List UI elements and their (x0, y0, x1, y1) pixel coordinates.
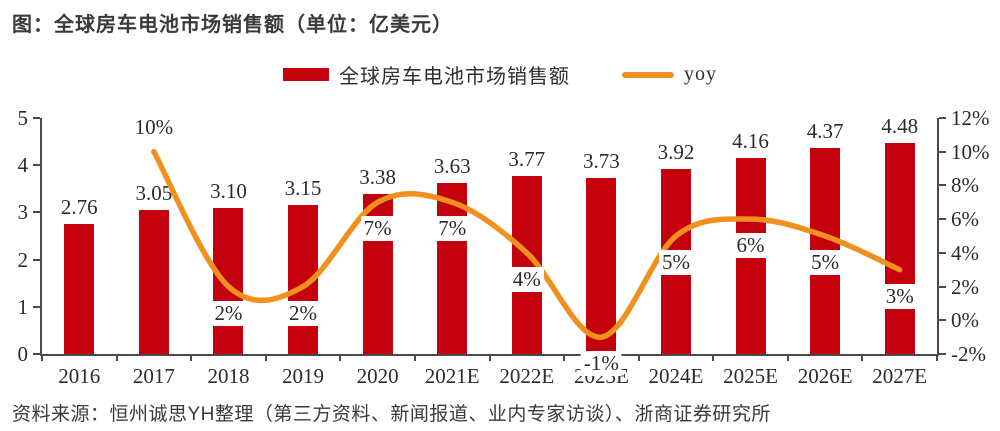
x-axis-tick (115, 354, 118, 361)
y-axis-left-line (40, 118, 42, 356)
legend-label-sales: 全球房车电池市场销售额 (339, 66, 570, 88)
yoy-point-label: 10% (131, 114, 177, 140)
legend-label-yoy: yoy (684, 63, 717, 85)
y-axis-right-tick (939, 285, 946, 288)
x-axis-tick (488, 354, 491, 361)
x-axis-label: 2022E (499, 364, 555, 388)
y-axis-tick-label-left: 1 (17, 294, 29, 319)
x-axis-label: 2018 (207, 364, 250, 388)
y-axis-tick-label-right: 6% (951, 207, 979, 232)
chart-title: 图：全球房车电池市场销售额（单位：亿美元） (12, 14, 453, 36)
bar-value-label: 4.48 (881, 113, 919, 138)
bar (213, 207, 244, 354)
x-axis-tick (786, 354, 789, 361)
x-axis-label: 2024E (648, 364, 704, 388)
bar (884, 142, 915, 354)
x-axis-tick (563, 354, 566, 361)
y-axis-left-tick (33, 305, 40, 308)
bar-series-swatch (283, 68, 329, 81)
bar (138, 210, 169, 354)
bar-value-label: 3.77 (508, 147, 546, 172)
x-axis-label: 2017 (132, 364, 175, 388)
y-axis-tick-label-right: 12% (951, 106, 990, 130)
bar-value-label: 3.15 (284, 176, 322, 201)
line-series-swatch (622, 71, 674, 78)
x-axis-tick (190, 354, 193, 361)
y-axis-tick-label-right: 0% (951, 308, 979, 333)
x-axis-tick (339, 354, 342, 361)
y-axis-right-tick (939, 117, 946, 119)
bar-value-label: 3.10 (210, 178, 247, 203)
yoy-point-label: 7% (360, 216, 395, 242)
x-axis-tick (861, 354, 864, 361)
x-axis-label: 2019 (282, 364, 325, 388)
bar (437, 182, 468, 354)
bar-value-label: 3.63 (433, 153, 471, 178)
yoy-point-label: 5% (808, 250, 843, 275)
x-axis-tick (712, 354, 715, 361)
bar (288, 205, 319, 354)
y-axis-tick-label-right: 10% (951, 139, 990, 164)
legend-item-sales: 全球房车电池市场销售额 (283, 60, 570, 89)
legend-item-yoy: yoy (622, 63, 717, 86)
yoy-point-label: 7% (435, 216, 470, 242)
x-axis-tick (637, 354, 640, 361)
y-axis-tick-label-right: 4% (951, 240, 979, 265)
x-axis-label: 2020 (356, 364, 399, 388)
source-note: 资料来源：恒州诚思YH整理（第三方资料、新闻报道、业内专家访谈）、浙商证券研究所 (12, 404, 771, 425)
yoy-point-label: 4% (509, 266, 544, 292)
y-axis-left-tick (33, 117, 40, 119)
y-axis-tick-label-right: -2% (951, 342, 986, 366)
bar (586, 177, 617, 354)
y-axis-left-tick (33, 258, 40, 261)
y-axis-right-tick (939, 150, 946, 153)
bar-value-label: 3.05 (135, 181, 173, 206)
x-axis-tick (41, 354, 43, 361)
x-axis-label: 2025E (723, 364, 778, 388)
y-axis-right-line (937, 118, 939, 356)
bar-value-label: 4.37 (806, 118, 844, 143)
y-axis-left-tick (33, 211, 40, 214)
x-axis-tick (936, 354, 938, 361)
bar-value-label: 3.38 (359, 165, 396, 190)
y-axis-tick-label-left: 0 (17, 342, 29, 366)
y-axis-left-tick (33, 164, 40, 167)
y-axis-tick-label-right: 8% (951, 173, 979, 198)
bar-value-label: 2.76 (60, 194, 98, 219)
x-axis-tick (264, 354, 267, 361)
x-axis-tick (413, 354, 416, 361)
yoy-point-label: 6% (733, 233, 768, 259)
bar (511, 176, 542, 354)
y-axis-tick-label-left: 5 (17, 106, 29, 130)
yoy-point-label: 5% (658, 250, 693, 275)
x-axis-label: 2027E (872, 364, 928, 388)
bar-value-label: 4.16 (732, 128, 769, 153)
y-axis-left-tick (33, 353, 40, 355)
y-axis-right-tick (939, 353, 946, 355)
y-axis-tick-label-left: 2 (17, 247, 29, 272)
y-axis-right-tick (939, 319, 946, 322)
x-axis-label: 2021E (424, 364, 480, 388)
x-axis-label: 2026E (797, 364, 853, 388)
yoy-point-label: 2% (211, 300, 246, 326)
bar (64, 223, 95, 354)
yoy-point-label: 2% (286, 300, 321, 326)
bar-value-label: 3.73 (583, 148, 620, 173)
yoy-point-label: -1% (580, 351, 622, 377)
bar-value-label: 3.92 (657, 139, 695, 164)
y-axis-right-tick (939, 184, 946, 187)
y-axis-right-tick (939, 218, 946, 221)
y-axis-tick-label-right: 2% (951, 274, 979, 299)
y-axis-right-tick (939, 251, 946, 254)
y-axis-tick-label-left: 4 (17, 153, 29, 178)
yoy-point-label: 3% (882, 283, 917, 309)
y-axis-tick-label-left: 3 (17, 200, 29, 225)
x-axis-label: 2016 (58, 364, 101, 388)
legend: 全球房车电池市场销售额 yoy (0, 60, 1000, 89)
